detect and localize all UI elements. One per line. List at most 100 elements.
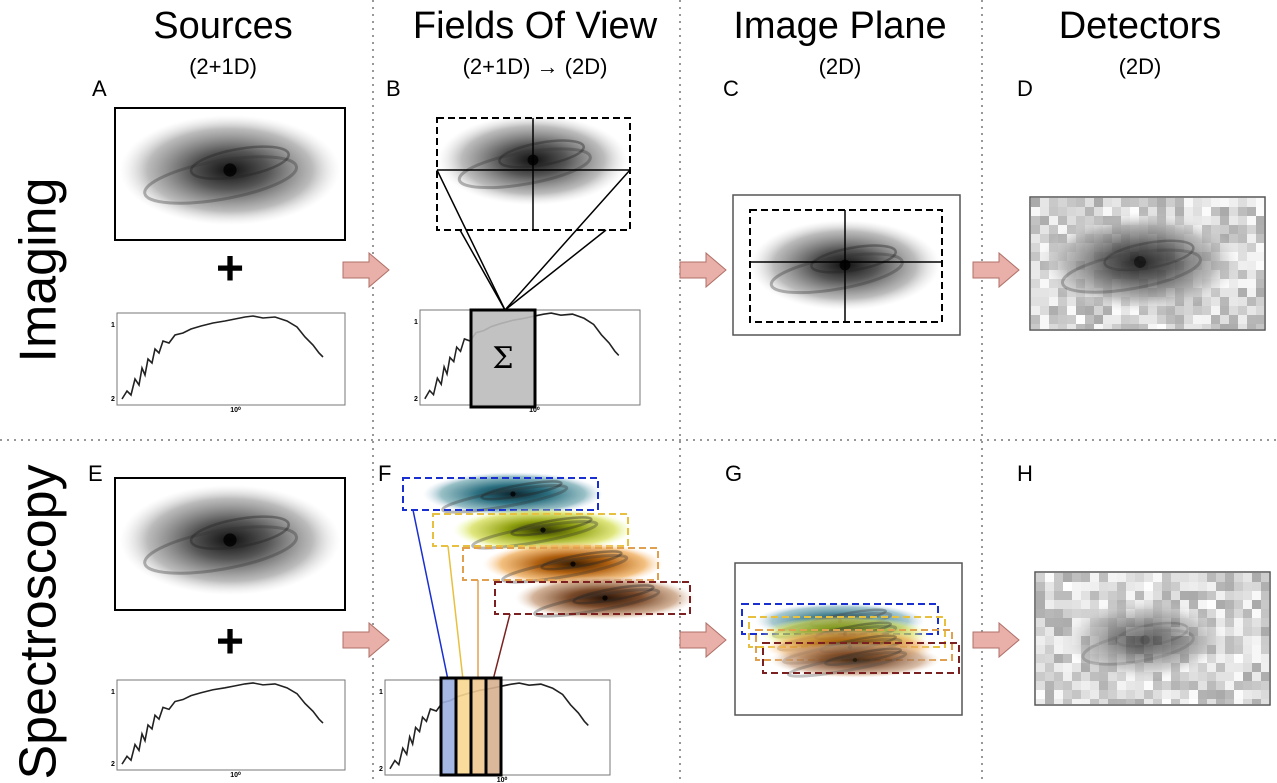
noise-pixel <box>1202 297 1211 306</box>
noise-pixel <box>1207 609 1216 618</box>
noise-pixel <box>1229 324 1238 329</box>
noise-pixel <box>1040 315 1049 324</box>
galaxy-arm <box>1115 621 1189 648</box>
noise-pixel <box>1162 690 1171 699</box>
noise-pixel <box>1243 636 1252 645</box>
noise-pixel <box>1040 216 1049 225</box>
noise-pixel <box>1261 672 1269 681</box>
noise-pixel <box>1234 573 1243 582</box>
noise-pixel <box>1144 582 1153 591</box>
column-subtitle: (2D) <box>1119 54 1162 79</box>
noise-pixel <box>1189 672 1198 681</box>
noise-pixel <box>1216 663 1225 672</box>
noise-pixel <box>1090 573 1099 582</box>
noise-pixel <box>1121 198 1130 207</box>
noise-pixel <box>1243 663 1252 672</box>
noise-pixel <box>1261 645 1269 654</box>
panel-letter: A <box>92 76 107 101</box>
noise-pixel <box>1058 324 1067 329</box>
noise-pixel <box>1085 198 1094 207</box>
noise-pixel <box>1090 699 1099 704</box>
noise-pixel <box>1225 690 1234 699</box>
spectrum-tick: 2 <box>379 766 383 773</box>
noise-pixel <box>1063 609 1072 618</box>
noise-pixel <box>1108 591 1117 600</box>
noise-pixel <box>1252 636 1261 645</box>
noise-pixel <box>1081 591 1090 600</box>
noise-pixel <box>1261 582 1269 591</box>
noise-pixel <box>1031 324 1040 329</box>
noise-pixel <box>1063 582 1072 591</box>
noise-pixel <box>1153 699 1162 704</box>
noise-pixel <box>1085 207 1094 216</box>
noise-pixel <box>1036 573 1045 582</box>
arrow <box>342 621 390 659</box>
noise-pixel <box>1045 699 1054 704</box>
galaxy-arm <box>824 647 902 666</box>
noise-pixel <box>1180 591 1189 600</box>
noise-pixel <box>1072 681 1081 690</box>
noise-pixel <box>1063 618 1072 627</box>
noise-pixel <box>1117 681 1126 690</box>
noise-pixel <box>1058 207 1067 216</box>
noise-pixel <box>1171 681 1180 690</box>
noise-pixel <box>1121 324 1130 329</box>
noise-pixel <box>1081 681 1090 690</box>
noise-pixel <box>1198 582 1207 591</box>
noise-pixel <box>1157 315 1166 324</box>
noise-pixel <box>1234 645 1243 654</box>
noise-pixel <box>1090 681 1099 690</box>
galaxy-core <box>570 561 576 567</box>
noise-pixel <box>1135 690 1144 699</box>
noise-pixel <box>1220 324 1229 329</box>
galaxy-arm <box>501 554 629 584</box>
noise-pixel <box>1036 618 1045 627</box>
row-label: Spectroscopy <box>10 464 68 779</box>
noise-pixel <box>1094 324 1103 329</box>
noise-pixel <box>1031 225 1040 234</box>
noise-pixel <box>1054 645 1063 654</box>
noise-pixel <box>1220 297 1229 306</box>
noise-pixel <box>1126 681 1135 690</box>
noise-pixel <box>1202 306 1211 315</box>
arrow <box>972 251 1020 289</box>
noise-pixel <box>1243 627 1252 636</box>
noise-pixel <box>1126 582 1135 591</box>
noise-pixel <box>1252 690 1261 699</box>
noise-pixel <box>1261 573 1269 582</box>
noise-pixel <box>1036 663 1045 672</box>
noise-pixel <box>1180 690 1189 699</box>
noise-pixel <box>1157 207 1166 216</box>
noise-pixel <box>1189 573 1198 582</box>
spectrum-tick: 1 <box>111 689 115 696</box>
noise-pixel <box>1135 582 1144 591</box>
noise-pixel <box>1103 324 1112 329</box>
noise-pixel <box>1247 234 1256 243</box>
noise-pixel <box>1252 591 1261 600</box>
noise-pixel <box>1252 699 1261 704</box>
noise-pixel <box>1247 198 1256 207</box>
noise-pixel <box>1081 663 1090 672</box>
noise-pixel <box>1207 672 1216 681</box>
noise-pixel <box>1036 591 1045 600</box>
noise-pixel <box>1139 207 1148 216</box>
noise-pixel <box>1063 672 1072 681</box>
spectrum-tick: 1 <box>414 319 418 326</box>
noise-pixel <box>1135 681 1144 690</box>
noise-pixel <box>1148 315 1157 324</box>
noise-pixel <box>1103 207 1112 216</box>
noise-pixel <box>1090 690 1099 699</box>
noise-pixel <box>1036 690 1045 699</box>
noise-pixel <box>1036 627 1045 636</box>
noise-pixel <box>1045 609 1054 618</box>
noise-pixel <box>1085 306 1094 315</box>
noise-pixel <box>1031 297 1040 306</box>
noise-pixel <box>1234 600 1243 609</box>
noise-pixel <box>1261 690 1269 699</box>
noise-pixel <box>1144 690 1153 699</box>
noise-pixel <box>1067 324 1076 329</box>
noise-pixel <box>1166 315 1175 324</box>
noise-pixel <box>1189 690 1198 699</box>
noise-pixel <box>1256 225 1264 234</box>
noise-pixel <box>1193 324 1202 329</box>
